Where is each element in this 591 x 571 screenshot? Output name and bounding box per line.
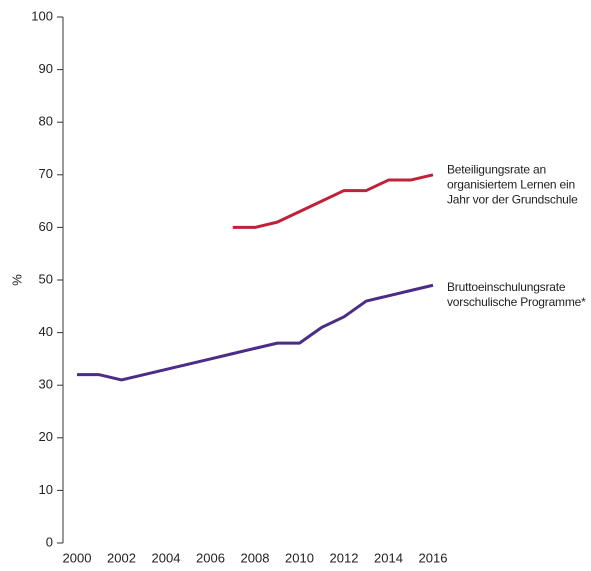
y-tick-label: 10 xyxy=(39,482,53,497)
x-tick-label: 2010 xyxy=(285,550,314,565)
y-tick-label: 60 xyxy=(39,219,53,234)
y-tick-label: 80 xyxy=(39,114,53,129)
x-tick-label: 2000 xyxy=(63,550,92,565)
series-line xyxy=(232,173,434,229)
y-tick-label: 70 xyxy=(39,166,53,181)
y-tick-label: 30 xyxy=(39,377,53,392)
x-tick-label: 2002 xyxy=(107,550,136,565)
y-tick-label: 100 xyxy=(31,8,53,23)
y-tick-label: 50 xyxy=(39,271,53,286)
series-label: Beteiligungsrate an organisiertem Lernen… xyxy=(447,162,578,207)
x-tick-label: 2004 xyxy=(152,550,181,565)
x-tick-label: 2006 xyxy=(196,550,225,565)
x-tick-label: 2012 xyxy=(330,550,359,565)
y-tick-label: 20 xyxy=(39,429,53,444)
y-tick-label: 90 xyxy=(39,61,53,76)
series-line xyxy=(77,283,434,382)
y-tick-label: 40 xyxy=(39,324,53,339)
x-tick-label: 2014 xyxy=(374,550,403,565)
x-tick-label: 2016 xyxy=(419,550,448,565)
x-tick-label: 2008 xyxy=(241,550,270,565)
series-label: Bruttoeinschulungsrate vorschulische Pro… xyxy=(447,280,586,310)
y-axis-label: % xyxy=(9,274,24,286)
y-tick-label: 0 xyxy=(46,534,53,549)
